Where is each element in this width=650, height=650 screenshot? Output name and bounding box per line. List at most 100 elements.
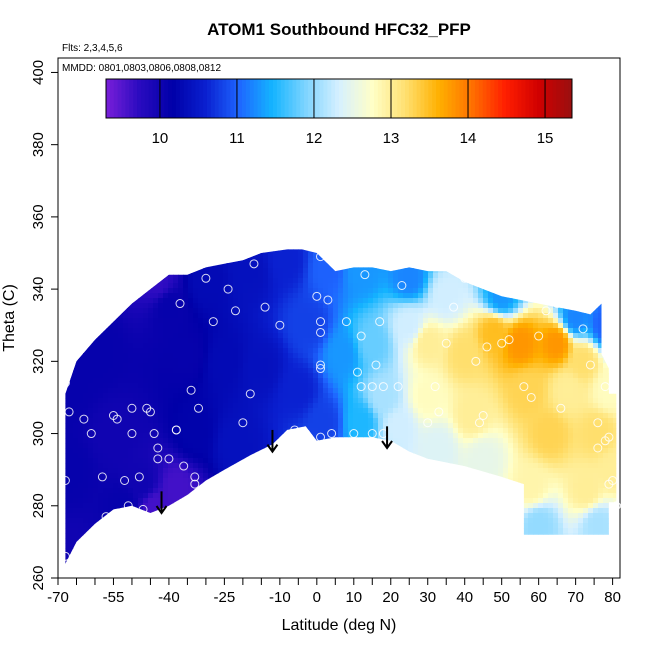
heatmap-cell: [238, 348, 244, 354]
heatmap-cell: [123, 143, 129, 149]
heatmap-cell: [288, 278, 294, 284]
heatmap-cell: [283, 293, 289, 299]
heatmap-cell: [128, 558, 134, 564]
heatmap-cell: [283, 133, 289, 139]
heatmap-cell: [248, 543, 254, 549]
heatmap-cell: [218, 253, 224, 259]
heatmap-cell: [168, 563, 174, 564]
heatmap-cell: [113, 478, 119, 484]
heatmap-cell: [98, 253, 104, 259]
heatmap-cell: [143, 498, 149, 504]
heatmap-cell: [138, 563, 144, 564]
heatmap-cell: [73, 98, 79, 104]
heatmap-cell: [193, 183, 199, 189]
heatmap-cell: [288, 298, 294, 304]
heatmap-cell: [153, 428, 159, 434]
heatmap-cell: [73, 318, 79, 324]
heatmap-cell: [193, 333, 199, 339]
heatmap-cell: [123, 418, 129, 424]
heatmap-cell: [273, 193, 279, 199]
heatmap-cell: [128, 388, 134, 394]
heatmap-cell: [273, 493, 279, 499]
heatmap-cell: [278, 338, 284, 344]
heatmap-cell: [278, 428, 284, 434]
heatmap-cell: [233, 158, 239, 164]
heatmap-cell: [98, 143, 104, 149]
heatmap-cell: [108, 508, 114, 514]
heatmap-cell: [283, 548, 289, 554]
heatmap-cell: [123, 228, 129, 234]
heatmap-cell: [88, 418, 94, 424]
heatmap-cell: [68, 523, 74, 529]
heatmap-cell: [248, 223, 254, 229]
heatmap-cell: [78, 433, 84, 439]
heatmap-cell: [173, 403, 179, 409]
heatmap-cell: [58, 348, 64, 354]
heatmap-cell: [98, 423, 104, 429]
heatmap-cell: [268, 553, 274, 559]
heatmap-cell: [253, 448, 259, 454]
heatmap-cell: [228, 253, 234, 259]
heatmap-cell: [173, 538, 179, 544]
heatmap-cell: [65, 263, 69, 269]
heatmap-cell: [163, 243, 169, 249]
heatmap-cell: [278, 463, 284, 469]
heatmap-cell: [248, 508, 254, 514]
heatmap-cell: [58, 198, 64, 204]
heatmap-cell: [83, 138, 89, 144]
heatmap-cell: [148, 198, 154, 204]
heatmap-cell: [108, 253, 114, 259]
heatmap-cell: [173, 448, 179, 454]
heatmap-cell: [88, 393, 94, 399]
heatmap-cell: [65, 368, 69, 374]
heatmap-cell: [248, 353, 254, 359]
heatmap-cell: [143, 393, 149, 399]
heatmap-cell: [83, 118, 89, 124]
heatmap-cell: [153, 148, 159, 154]
heatmap-cell: [253, 378, 259, 384]
heatmap-cell: [113, 208, 119, 214]
heatmap-cell: [208, 243, 214, 249]
heatmap-cell: [203, 288, 209, 294]
heatmap-cell: [243, 373, 249, 379]
heatmap-cell: [228, 303, 234, 309]
heatmap-cell: [65, 548, 69, 554]
heatmap-cell: [148, 328, 154, 334]
heatmap-cell: [153, 353, 159, 359]
heatmap-cell: [143, 208, 149, 214]
heatmap-cell: [183, 283, 189, 289]
heatmap-cell: [283, 518, 289, 524]
heatmap-cell: [243, 468, 249, 474]
heatmap-cell: [73, 298, 79, 304]
heatmap-cell: [98, 348, 104, 354]
heatmap-cell: [233, 548, 239, 554]
heatmap-cell: [283, 258, 289, 264]
heatmap-cell: [83, 348, 89, 354]
heatmap-cell: [238, 163, 244, 169]
heatmap-cell: [188, 438, 194, 444]
heatmap-cell: [228, 498, 234, 504]
heatmap-cell: [58, 488, 64, 494]
heatmap-cell: [133, 348, 139, 354]
heatmap-cell: [223, 458, 229, 464]
heatmap-cell: [278, 388, 284, 394]
heatmap-cell: [93, 423, 99, 429]
heatmap-cell: [288, 443, 294, 449]
heatmap-cell: [83, 253, 89, 259]
heatmap-cell: [178, 263, 184, 269]
heatmap-cell: [208, 438, 214, 444]
heatmap-cell: [278, 138, 284, 144]
heatmap-cell: [173, 238, 179, 244]
heatmap-cell: [93, 193, 99, 199]
heatmap-cell: [65, 393, 69, 399]
heatmap-cell: [123, 468, 129, 474]
heatmap-cell: [65, 249, 69, 254]
heatmap-cell: [178, 418, 184, 424]
heatmap-cell: [133, 243, 139, 249]
heatmap-cell: [118, 373, 124, 379]
heatmap-cell: [238, 313, 244, 319]
heatmap-cell: [148, 568, 154, 574]
heatmap-cell: [208, 213, 214, 219]
heatmap-cell: [218, 268, 224, 274]
heatmap-cell: [263, 348, 269, 354]
